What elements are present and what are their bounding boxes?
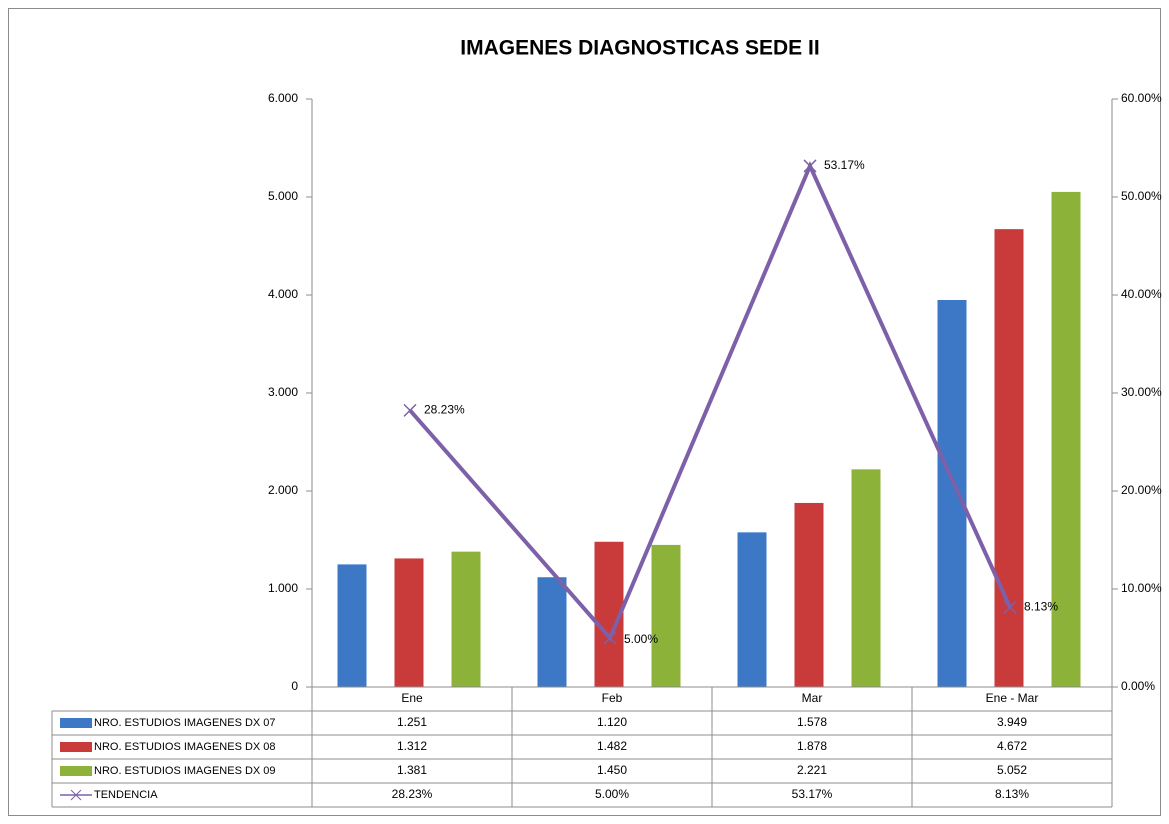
y-tick-label: 4.000 — [268, 287, 298, 301]
bar — [737, 532, 767, 687]
y-tick-label: 0 — [291, 679, 298, 693]
legend-key — [60, 766, 92, 776]
legend-key — [60, 742, 92, 752]
y-tick-label: 3.000 — [268, 385, 298, 399]
y-tick-label: 6.000 — [268, 91, 298, 105]
data-label: 53.17% — [824, 158, 865, 172]
data-label: 5.00% — [624, 632, 658, 646]
legend-label: NRO. ESTUDIOS IMAGENES DX 07 — [94, 717, 276, 729]
bar — [394, 558, 424, 687]
table-cell: 28.23% — [392, 787, 433, 801]
x-tick-label: Ene — [401, 691, 423, 705]
table-cell: 1.578 — [797, 715, 827, 729]
data-label: 8.13% — [1024, 599, 1058, 613]
trend-marker — [803, 159, 817, 173]
table-cell: 1.312 — [397, 739, 427, 753]
table-cell: 5.052 — [997, 763, 1027, 777]
table-cell: 1.482 — [597, 739, 627, 753]
table-cell: 4.672 — [997, 739, 1027, 753]
bar — [851, 469, 881, 687]
bar — [537, 577, 567, 687]
y2-tick-label: 10.00% — [1121, 581, 1162, 595]
bar — [1051, 191, 1081, 688]
x-tick-label: Feb — [602, 691, 623, 705]
table-cell: 53.17% — [792, 787, 833, 801]
y2-tick-label: 50.00% — [1121, 189, 1162, 203]
y2-tick-label: 30.00% — [1121, 385, 1162, 399]
y-tick-label: 2.000 — [268, 483, 298, 497]
chart-border — [8, 8, 1161, 816]
trend-line — [408, 160, 1012, 642]
trend-marker — [403, 403, 417, 417]
x-tick-label: Mar — [802, 691, 823, 705]
bar — [651, 544, 681, 687]
y-tick-label: 5.000 — [268, 189, 298, 203]
legend-key — [60, 718, 92, 728]
y2-tick-label: 40.00% — [1121, 287, 1162, 301]
table-cell: 5.00% — [595, 787, 629, 801]
table-cell: 8.13% — [995, 787, 1029, 801]
table-cell: 1.251 — [397, 715, 427, 729]
bar — [994, 229, 1024, 688]
bar — [794, 502, 824, 687]
bar — [337, 564, 367, 687]
legend-label: NRO. ESTUDIOS IMAGENES DX 09 — [94, 765, 276, 777]
chart-title: IMAGENES DIAGNOSTICAS SEDE II — [460, 37, 819, 60]
table-cell: 3.949 — [997, 715, 1027, 729]
bar — [451, 551, 481, 687]
x-tick-label: Ene - Mar — [986, 691, 1039, 705]
y2-tick-label: 20.00% — [1121, 483, 1162, 497]
trend-marker — [1003, 600, 1017, 614]
legend-label: NRO. ESTUDIOS IMAGENES DX 08 — [94, 741, 276, 753]
table-cell: 1.120 — [597, 715, 627, 729]
bar — [937, 299, 967, 687]
y2-tick-label: 0.00% — [1121, 679, 1155, 693]
legend-label: TENDENCIA — [94, 789, 158, 801]
legend-key-marker — [70, 789, 82, 801]
trend-marker — [603, 631, 617, 645]
table-cell: 1.878 — [797, 739, 827, 753]
table-cell: 2.221 — [797, 763, 827, 777]
table-cell: 1.450 — [597, 763, 627, 777]
data-label: 28.23% — [424, 403, 465, 417]
y2-tick-label: 60.00% — [1121, 91, 1162, 105]
table-cell: 1.381 — [397, 763, 427, 777]
y-tick-label: 1.000 — [268, 581, 298, 595]
